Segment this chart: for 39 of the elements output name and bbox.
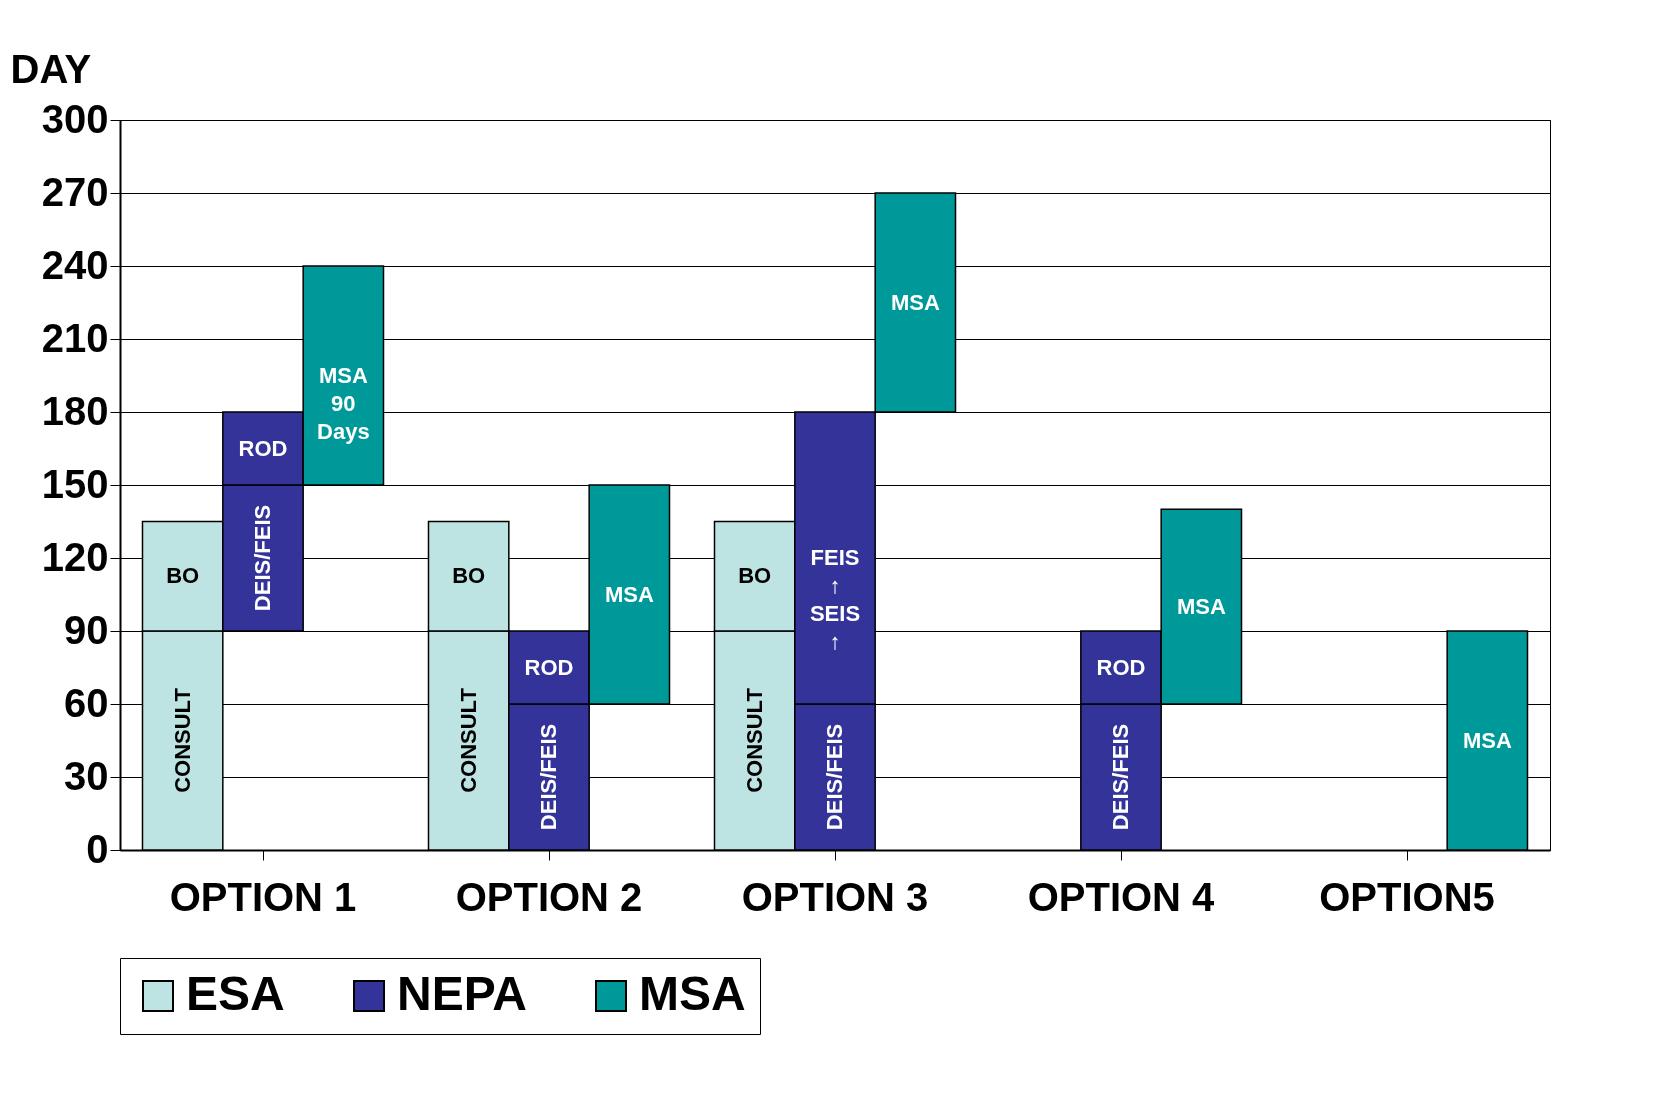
legend-label: ESA	[186, 967, 285, 1020]
x-tick-label: OPTION5	[1319, 874, 1495, 919]
x-tick-label: OPTION 1	[169, 874, 357, 919]
y-tick-label: 60	[64, 680, 109, 725]
y-tick-label: 90	[64, 607, 109, 652]
data-label: MSA 90 Days	[317, 362, 370, 444]
y-tick-label: 300	[41, 96, 109, 141]
data-label: DEIS/FEIS	[822, 723, 847, 831]
y-tick-label: 240	[41, 242, 109, 287]
legend-label: NEPA	[397, 967, 527, 1020]
y-tick-label: 270	[41, 169, 109, 214]
y-tick-label: 210	[41, 315, 109, 360]
y-tick-label: 0	[86, 826, 109, 871]
data-label: DEIS/FEIS	[1108, 723, 1133, 831]
x-tick-label: OPTION 2	[455, 874, 643, 919]
legend-label: MSA	[639, 967, 746, 1020]
y-tick-label: 120	[41, 534, 109, 579]
data-label: BO	[166, 563, 200, 589]
data-label: MSA	[1176, 593, 1226, 619]
data-label: MSA	[604, 581, 654, 607]
data-label: MSA	[1462, 727, 1512, 753]
y-tick-label: 150	[41, 461, 109, 506]
data-label: CONSULT	[455, 687, 481, 793]
data-label: DEIS/FEIS	[250, 504, 275, 612]
y-tick-label: 180	[41, 388, 109, 433]
x-tick-label: OPTION 3	[741, 874, 929, 919]
data-label: FEIS ↑ SEIS ↑	[809, 545, 861, 654]
data-label: CONSULT	[169, 687, 195, 793]
data-label: ROD	[1096, 654, 1146, 680]
x-tick-label: OPTION 4	[1027, 874, 1216, 919]
y-axis-title: DAY	[10, 46, 92, 91]
data-label: ROD	[238, 435, 288, 461]
data-label: BO	[452, 563, 486, 589]
data-label: CONSULT	[741, 687, 767, 793]
data-label: ROD	[524, 654, 574, 680]
y-tick-label: 30	[64, 753, 109, 798]
data-label: DEIS/FEIS	[536, 723, 561, 831]
data-label: BO	[738, 563, 772, 589]
data-label: MSA	[890, 289, 940, 315]
